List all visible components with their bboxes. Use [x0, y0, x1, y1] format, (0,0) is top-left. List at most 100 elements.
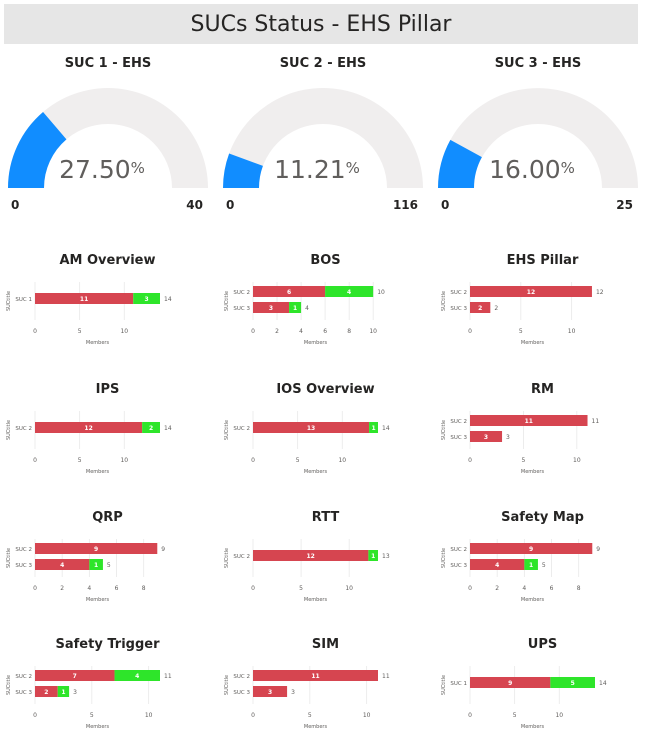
x-axis-label: Members [304, 340, 328, 346]
bar-data-label: 3 [269, 305, 273, 312]
x-tick-label: 0 [251, 328, 255, 335]
x-tick-label: 2 [495, 585, 499, 592]
gauge-value-label: 11.21% [274, 155, 360, 184]
x-axis-label: Members [304, 597, 328, 603]
bar-data-label: 2 [478, 305, 482, 312]
x-tick-label: 5 [308, 712, 312, 719]
x-tick-label: 10 [573, 457, 581, 464]
y-axis-label: SUCtitle [224, 291, 230, 311]
bar-segment-green [289, 302, 302, 313]
bar-data-label: 12 [307, 553, 315, 560]
category-label: SUC 2 [450, 290, 467, 296]
gauge-min-label: 0 [226, 198, 234, 212]
bar-total-label: 14 [599, 680, 607, 687]
bar-data-label: 9 [529, 546, 533, 553]
x-tick-label: 5 [90, 712, 94, 719]
category-label: SUC 3 [450, 435, 467, 441]
x-axis-label: Members [86, 340, 110, 346]
chart-title: RM [531, 382, 554, 397]
chart-title: QRP [92, 510, 123, 525]
chart-title: RTT [312, 510, 340, 525]
bar-data-label: 1 [371, 553, 375, 560]
bar-segment-green [114, 670, 160, 681]
bar-segment-red [253, 302, 290, 313]
y-axis-label: SUCtitle [224, 420, 230, 440]
x-tick-label: 0 [251, 457, 255, 464]
bar-total-label: 3 [291, 689, 295, 696]
x-tick-label: 5 [513, 712, 517, 719]
gauge-track [438, 88, 638, 188]
gauge-value-label: 27.50% [59, 155, 145, 184]
gauge-min-label: 0 [441, 198, 449, 212]
gauge-value-label: 16.00% [489, 155, 575, 184]
gauge-unit: % [346, 159, 360, 177]
bar-segment-red [470, 677, 551, 688]
bar-segment-green [368, 550, 378, 561]
report-header: SUCs Status - EHS Pillar [4, 4, 638, 44]
bar-total-label: 5 [107, 562, 111, 569]
report-title: SUCs Status - EHS Pillar [190, 11, 452, 37]
bar-segment-red [35, 686, 58, 697]
chart-title: AM Overview [59, 253, 155, 268]
bar-segment-red [470, 543, 593, 554]
x-tick-label: 10 [369, 328, 377, 335]
bar-segment-red [253, 686, 288, 697]
bar-data-label: 13 [307, 425, 315, 432]
x-tick-label: 0 [251, 712, 255, 719]
y-axis-label: SUCtitle [441, 291, 447, 311]
x-tick-label: 4 [522, 585, 526, 592]
x-tick-label: 10 [120, 457, 128, 464]
y-axis-label: SUCtitle [441, 420, 447, 440]
x-tick-label: 0 [33, 328, 37, 335]
gauge-unit: % [561, 159, 575, 177]
x-tick-label: 0 [468, 457, 472, 464]
bar-data-label: 11 [525, 418, 533, 425]
category-label: SUC 3 [233, 306, 250, 312]
x-tick-label: 4 [299, 328, 303, 335]
bar-data-label: 12 [84, 425, 92, 432]
x-tick-label: 0 [468, 585, 472, 592]
bar-total-label: 9 [596, 546, 600, 553]
bar-segment-green [325, 286, 374, 297]
y-axis-label: SUCtitle [6, 420, 12, 440]
gauge-max-label: 40 [186, 198, 203, 212]
x-tick-label: 8 [142, 585, 146, 592]
chart-title: IPS [96, 382, 120, 397]
category-label: SUC 2 [450, 547, 467, 553]
bar-total-label: 3 [73, 689, 77, 696]
category-label: SUC 2 [15, 547, 32, 553]
chart-title: UPS [528, 637, 557, 652]
y-axis-label: SUCtitle [441, 675, 447, 695]
gauge-max-label: 25 [616, 198, 633, 212]
x-tick-label: 0 [468, 712, 472, 719]
bar-data-label: 6 [287, 289, 291, 296]
bar-segment-red [35, 670, 115, 681]
bar-segment-green [57, 686, 70, 697]
chart-title: IOS Overview [276, 382, 374, 397]
bar-total-label: 2 [494, 305, 498, 312]
y-axis-label: SUCtitle [6, 548, 12, 568]
gauge-title: SUC 1 - EHS [65, 56, 152, 71]
x-tick-label: 0 [33, 585, 37, 592]
bar-segment-red [35, 422, 143, 433]
chart-title: EHS Pillar [507, 253, 579, 268]
bar-segment-red [35, 559, 90, 570]
gauge-track [223, 88, 423, 188]
bar-segment-red [253, 286, 326, 297]
bar-segment-red [35, 543, 158, 554]
category-label: SUC 3 [15, 563, 32, 569]
category-label: SUC 1 [450, 681, 467, 687]
chart-title: SIM [312, 637, 339, 652]
x-tick-label: 4 [87, 585, 91, 592]
bar-segment-red [253, 550, 369, 561]
bar-data-label: 1 [371, 425, 375, 432]
x-tick-label: 0 [33, 457, 37, 464]
gauge-value-arc [8, 111, 67, 188]
x-axis-label: Members [86, 469, 110, 475]
bar-data-label: 3 [268, 689, 272, 696]
x-tick-label: 5 [78, 328, 82, 335]
x-tick-label: 8 [347, 328, 351, 335]
gauge-max-label: 116 [393, 198, 418, 212]
gauge-track [8, 88, 208, 188]
bar-total-label: 14 [164, 296, 172, 303]
